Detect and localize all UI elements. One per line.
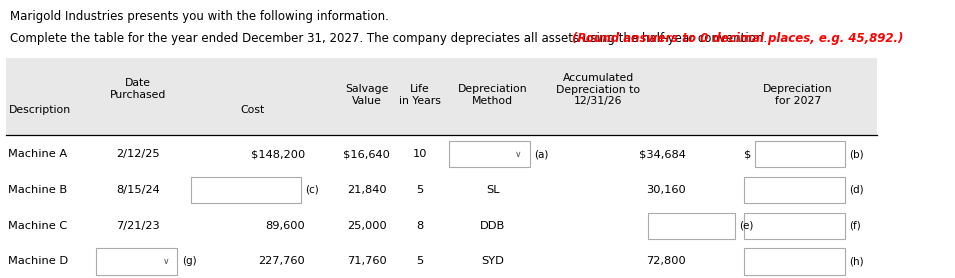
FancyBboxPatch shape — [449, 141, 530, 167]
Text: 8/15/24: 8/15/24 — [116, 185, 159, 195]
Text: Description: Description — [9, 105, 71, 115]
FancyBboxPatch shape — [755, 141, 845, 167]
FancyBboxPatch shape — [6, 58, 878, 136]
Text: 21,840: 21,840 — [347, 185, 387, 195]
Text: (c): (c) — [305, 185, 319, 195]
Text: (g): (g) — [181, 257, 197, 267]
Text: Machine D: Machine D — [9, 257, 69, 267]
Text: 10: 10 — [413, 149, 427, 159]
Text: (h): (h) — [849, 257, 863, 267]
Text: 7/21/23: 7/21/23 — [116, 221, 159, 231]
Text: $16,640: $16,640 — [343, 149, 391, 159]
Text: Salvage
Value: Salvage Value — [345, 84, 389, 106]
FancyBboxPatch shape — [744, 249, 845, 275]
FancyBboxPatch shape — [96, 249, 178, 275]
Text: ∨: ∨ — [162, 257, 169, 266]
Text: 2/12/25: 2/12/25 — [116, 149, 159, 159]
Text: 5: 5 — [416, 257, 423, 267]
Text: Machine C: Machine C — [9, 221, 68, 231]
FancyBboxPatch shape — [744, 213, 845, 239]
FancyBboxPatch shape — [191, 177, 301, 203]
Text: Complete the table for the year ended December 31, 2027. The company depreciates: Complete the table for the year ended De… — [11, 32, 767, 45]
Text: Marigold Industries presents you with the following information.: Marigold Industries presents you with th… — [11, 10, 389, 23]
Text: $148,200: $148,200 — [251, 149, 305, 159]
Text: 227,760: 227,760 — [259, 257, 305, 267]
Text: (b): (b) — [849, 149, 863, 159]
Text: 30,160: 30,160 — [647, 185, 687, 195]
Text: SYD: SYD — [481, 257, 504, 267]
Text: 8: 8 — [416, 221, 423, 231]
Text: Accumulated
Depreciation to
12/31/26: Accumulated Depreciation to 12/31/26 — [556, 73, 640, 106]
Text: Depreciation
for 2027: Depreciation for 2027 — [763, 84, 833, 106]
Text: DDB: DDB — [480, 221, 505, 231]
Text: Machine B: Machine B — [9, 185, 68, 195]
Text: ∨: ∨ — [515, 150, 521, 159]
FancyBboxPatch shape — [744, 177, 845, 203]
Text: (Round answers to 0 decimal places, e.g. 45,892.): (Round answers to 0 decimal places, e.g.… — [568, 32, 903, 45]
FancyBboxPatch shape — [648, 213, 734, 239]
Text: SL: SL — [486, 185, 499, 195]
Text: (f): (f) — [849, 221, 860, 231]
Text: 25,000: 25,000 — [347, 221, 387, 231]
Text: (d): (d) — [849, 185, 863, 195]
Text: 89,600: 89,600 — [265, 221, 305, 231]
Text: $: $ — [744, 149, 751, 159]
Text: 5: 5 — [416, 185, 423, 195]
Text: Machine A: Machine A — [9, 149, 68, 159]
Text: Depreciation
Method: Depreciation Method — [457, 84, 527, 106]
Text: (a): (a) — [534, 149, 548, 159]
Text: $34,684: $34,684 — [640, 149, 687, 159]
Text: 72,800: 72,800 — [647, 257, 687, 267]
Text: Life
in Years: Life in Years — [398, 84, 440, 106]
Text: (e): (e) — [739, 221, 753, 231]
Text: Date
Purchased: Date Purchased — [110, 78, 166, 100]
Text: 71,760: 71,760 — [347, 257, 387, 267]
Text: Cost: Cost — [240, 105, 265, 115]
